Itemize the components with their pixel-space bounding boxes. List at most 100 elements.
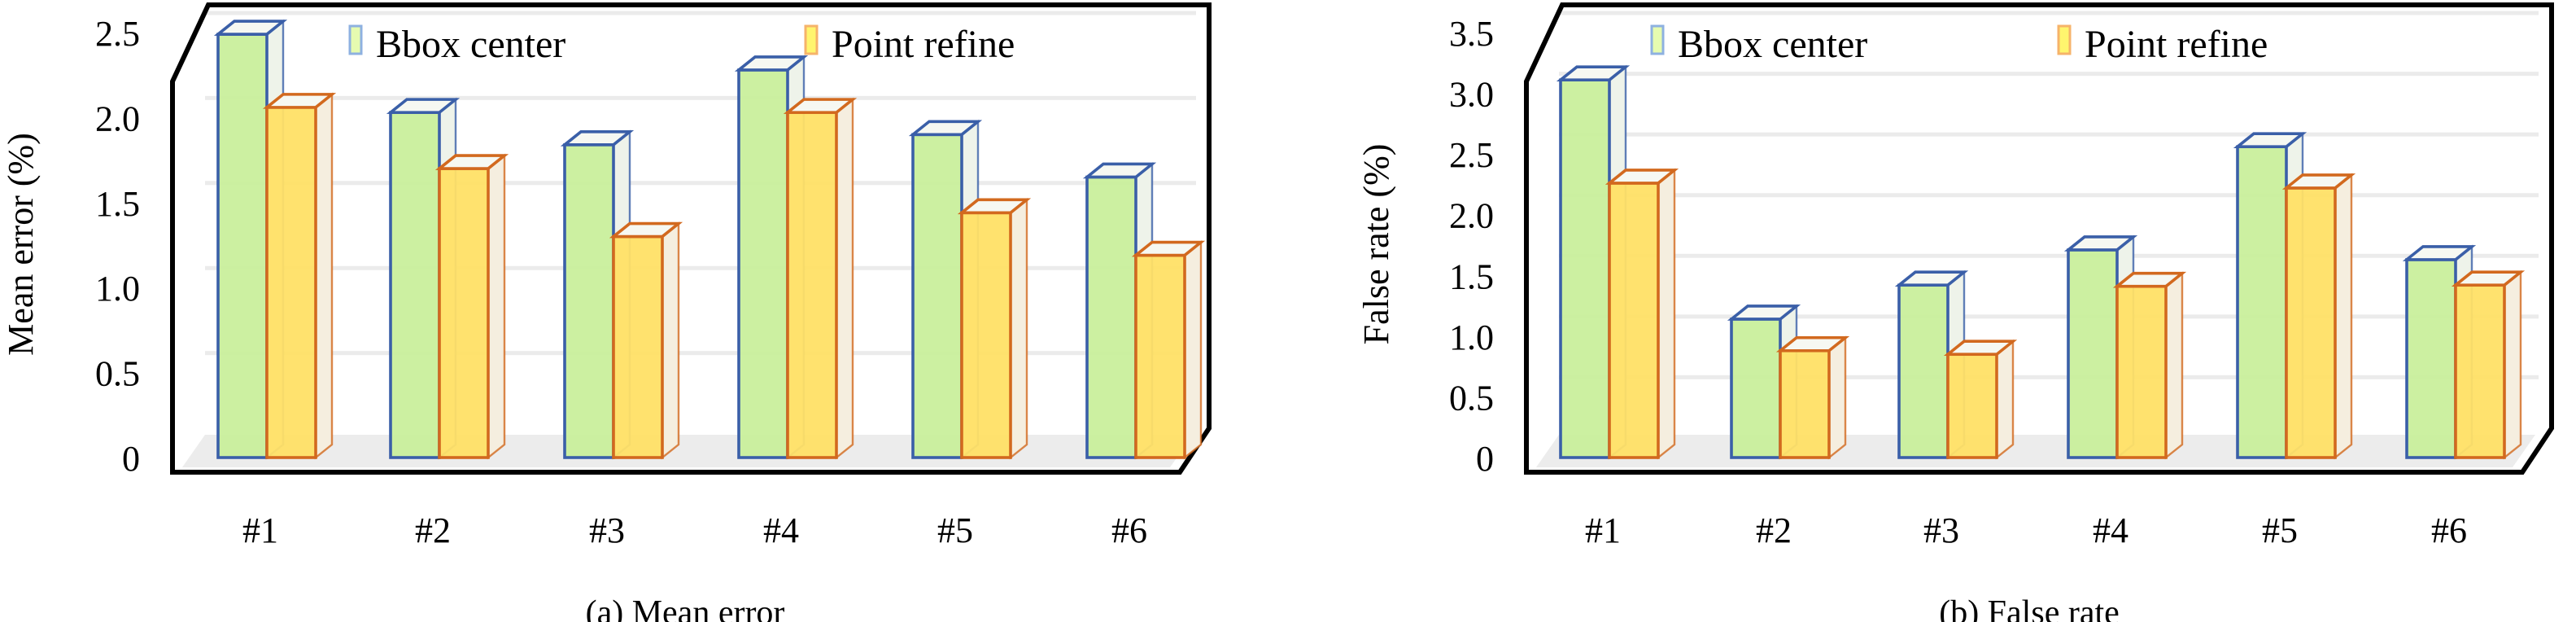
y-tick-label: 0.5 xyxy=(95,354,140,394)
x-tick-label: #2 xyxy=(1756,510,1792,550)
chart-false-rate: False rate (%) (b) False rate 0 0.5 1.0 1.5… xyxy=(1356,2,2554,622)
bar-side xyxy=(1009,197,1028,460)
bar-top xyxy=(386,98,461,114)
bar-top xyxy=(1131,240,1206,257)
bar-top xyxy=(908,120,983,137)
bar-front xyxy=(1085,175,1137,459)
x-tick-label: #4 xyxy=(2093,510,2128,550)
y-tick-label: 2.0 xyxy=(1449,196,1494,236)
legend-label: Point refine xyxy=(832,23,1015,66)
bar-front xyxy=(2454,283,2506,459)
bar-side xyxy=(1995,339,2015,460)
bar-front xyxy=(1608,182,1660,459)
y-tick-label: 1.0 xyxy=(1449,318,1494,357)
bar-front xyxy=(2405,258,2457,459)
bar-top xyxy=(734,55,809,72)
y-tick-label: 2.5 xyxy=(1449,135,1494,175)
bar-top xyxy=(1775,335,1850,353)
bar-top xyxy=(1894,270,1969,287)
bar-side xyxy=(1827,335,1847,460)
bar-front xyxy=(438,167,490,459)
bar-top xyxy=(1082,162,1157,179)
bar-top xyxy=(957,198,1032,215)
bar-point-refine xyxy=(434,153,509,460)
chart-mean-error: Mean error (%) (a) Mean error 0 0.5 1.0 1.5… xyxy=(1,2,1212,622)
bar-top xyxy=(783,98,858,114)
y-tick-label: 2.5 xyxy=(95,14,140,54)
bar-front xyxy=(911,133,963,459)
legend-swatch xyxy=(804,24,819,55)
y-tick-label: 0.5 xyxy=(1449,378,1494,418)
bar-top xyxy=(2281,173,2356,190)
bar-top xyxy=(1605,169,1679,185)
bar-side xyxy=(1657,168,1676,460)
bar-point-refine xyxy=(262,92,337,460)
bar-top xyxy=(213,20,288,36)
bar-front xyxy=(2285,186,2337,459)
bar-side xyxy=(2164,271,2184,460)
bar-point-refine xyxy=(783,97,858,460)
bar-front xyxy=(2236,145,2288,459)
legend-label: Point refine xyxy=(2085,23,2268,66)
bar-front xyxy=(563,143,615,459)
bar-top xyxy=(1556,65,1631,81)
bar-top xyxy=(2402,245,2477,261)
x-tick-label: #5 xyxy=(937,510,973,550)
x-tick-label: #4 xyxy=(763,510,799,550)
legend-label: Bbox center xyxy=(1678,23,1867,66)
bar-top xyxy=(262,93,337,109)
bar-front xyxy=(1559,78,1611,459)
y-axis-label: Mean error (%) xyxy=(1,133,41,356)
bar-top xyxy=(1943,339,2018,357)
bar-point-refine xyxy=(2112,271,2187,460)
bar-point-refine xyxy=(957,197,1032,460)
y-tick-label: 3.0 xyxy=(1449,75,1494,115)
y-tick-label: 0 xyxy=(1476,439,1494,479)
bar-front xyxy=(1730,318,1782,459)
bar-side xyxy=(2503,269,2522,460)
bar-top xyxy=(560,130,635,147)
bar-front xyxy=(786,111,838,459)
x-tick-label: #2 xyxy=(415,510,451,550)
legend-label: Bbox center xyxy=(376,23,565,66)
bar-point-refine xyxy=(1943,339,2018,460)
bar-top xyxy=(1727,304,1801,321)
x-tick-label: #3 xyxy=(589,510,625,550)
bar-side xyxy=(487,153,506,460)
bar-point-refine xyxy=(2281,173,2356,460)
bar-side xyxy=(661,221,680,460)
bar-side xyxy=(835,97,854,460)
plot-frame xyxy=(1524,2,2554,475)
bar-side xyxy=(2334,173,2353,460)
x-tick-label: #5 xyxy=(2262,510,2298,550)
bar-front xyxy=(2115,284,2168,459)
bar-top xyxy=(609,221,683,239)
bar-point-refine xyxy=(1131,240,1206,460)
bar-front xyxy=(265,106,317,459)
x-tick-label: #1 xyxy=(242,510,278,550)
bar-front xyxy=(1779,348,1831,459)
y-tick-label: 1.5 xyxy=(95,184,140,224)
legend-swatch xyxy=(348,24,363,55)
bar-front xyxy=(1897,283,1949,459)
y-tick-label: 3.5 xyxy=(1449,14,1494,54)
bar-front xyxy=(2067,248,2119,459)
bar-point-refine xyxy=(1605,168,1679,460)
x-tick-label: #1 xyxy=(1585,510,1621,550)
bar-top xyxy=(2233,132,2307,148)
bar-front xyxy=(216,33,269,459)
y-axis-label: False rate (%) xyxy=(1356,144,1396,345)
x-tick-label: #6 xyxy=(1111,510,1147,550)
bar-front xyxy=(1134,253,1186,459)
bar-front xyxy=(389,111,441,459)
floor xyxy=(1536,435,2535,467)
y-tick-label: 1.0 xyxy=(95,269,140,309)
bar-front xyxy=(960,211,1012,459)
bar-point-refine xyxy=(609,221,683,460)
bar-top xyxy=(2112,271,2187,288)
bar-top xyxy=(2063,235,2138,252)
chart-caption: (a) Mean error xyxy=(586,594,785,622)
legend-swatch xyxy=(1650,24,1665,55)
y-tick-label: 1.5 xyxy=(1449,256,1494,296)
